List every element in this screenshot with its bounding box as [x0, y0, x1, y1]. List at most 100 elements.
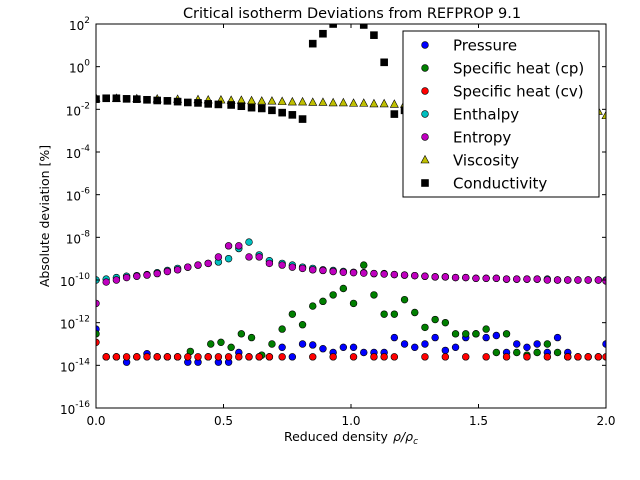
data-point: [318, 97, 328, 106]
x-tick-label: 0.0: [86, 414, 105, 428]
data-point: [553, 276, 562, 284]
data-point: [308, 97, 318, 106]
data-point: [163, 353, 172, 361]
data-point: [492, 274, 501, 283]
data-point: [163, 97, 172, 105]
data-point: [278, 108, 286, 117]
data-point: [133, 95, 141, 103]
data-point: [441, 346, 450, 355]
data-point: [247, 103, 256, 112]
data-point: [360, 269, 368, 277]
data-point: [173, 266, 182, 274]
data-point: [102, 278, 110, 286]
data-point: [482, 274, 490, 283]
data-point: [245, 353, 253, 361]
legend-label: Entropy: [453, 129, 511, 147]
data-point: [451, 330, 460, 338]
y-axis-label: Absolute deviation [%]: [37, 145, 52, 287]
data-point: [235, 353, 243, 361]
data-point: [472, 330, 480, 338]
data-point: [370, 353, 378, 361]
data-point: [329, 24, 337, 28]
data-point: [267, 96, 277, 105]
legend-label: Pressure: [453, 37, 517, 55]
data-point: [533, 348, 541, 357]
legend-label: Specific heat (cv): [453, 83, 584, 101]
data-point: [204, 100, 212, 108]
series-2: [96, 338, 606, 361]
data-point: [298, 96, 308, 106]
data-point: [237, 102, 246, 111]
data-point: [574, 353, 582, 361]
data-point: [553, 333, 562, 342]
legend-marker: [421, 133, 429, 141]
data-point: [400, 340, 409, 348]
data-point: [339, 268, 348, 276]
legend-marker: [421, 41, 429, 49]
data-point: [245, 238, 253, 246]
y-tick-label: 10-4: [66, 144, 91, 161]
data-point: [319, 266, 327, 275]
data-layer: [96, 24, 606, 366]
data-point: [288, 353, 297, 361]
data-point: [298, 115, 307, 123]
data-point: [217, 338, 225, 347]
data-point: [102, 353, 110, 361]
data-point: [194, 99, 202, 107]
data-point: [184, 263, 192, 271]
data-point: [173, 353, 182, 361]
data-point: [533, 275, 541, 283]
series-1: [96, 261, 572, 361]
legend-marker: [420, 154, 430, 164]
data-point: [369, 98, 379, 108]
data-point: [298, 340, 307, 348]
data-point: [96, 338, 100, 347]
data-point: [309, 266, 317, 274]
data-point: [349, 268, 358, 277]
data-point: [482, 325, 490, 333]
data-point: [122, 95, 131, 103]
data-point: [574, 276, 582, 284]
chart-title: Critical isotherm Deviations from REFPRO…: [183, 6, 521, 22]
data-point: [533, 340, 541, 348]
data-point: [380, 270, 388, 278]
x-axis-label: Reduced density ρ/ρc: [284, 429, 418, 447]
data-point: [380, 58, 388, 67]
data-point: [543, 353, 552, 361]
data-point: [235, 242, 243, 250]
data-point: [308, 39, 317, 48]
data-point: [482, 333, 490, 342]
legend-marker: [421, 87, 429, 95]
series-4: [96, 242, 606, 308]
data-point: [349, 98, 359, 107]
data-point: [553, 348, 562, 357]
y-tick-label: 10-12: [60, 315, 90, 332]
data-point: [601, 110, 606, 120]
data-point: [472, 274, 480, 283]
data-point: [421, 323, 429, 332]
y-axis: 102 100 10-2 10-4 10-6 10-8 10-10 10-12 10-14 10-…: [60, 16, 606, 417]
data-point: [421, 353, 429, 361]
data-point: [298, 264, 307, 273]
data-point: [247, 333, 256, 342]
data-point: [194, 353, 202, 361]
data-point: [173, 97, 182, 106]
data-point: [329, 353, 337, 361]
data-point: [390, 310, 399, 318]
x-tick-label: 0.5: [214, 414, 233, 428]
y-tick-label: 10-10: [60, 272, 90, 289]
y-tick-label: 100: [69, 59, 90, 76]
data-point: [287, 96, 297, 106]
data-point: [360, 261, 368, 269]
data-point: [309, 302, 317, 310]
data-point: [502, 353, 511, 361]
data-point: [411, 308, 419, 317]
data-point: [214, 100, 223, 109]
data-point: [594, 276, 603, 284]
data-point: [277, 96, 287, 105]
data-point: [360, 348, 368, 357]
data-point: [380, 353, 388, 361]
data-point: [380, 310, 388, 318]
data-point: [319, 345, 327, 353]
y-tick-label: 10-16: [60, 400, 90, 417]
